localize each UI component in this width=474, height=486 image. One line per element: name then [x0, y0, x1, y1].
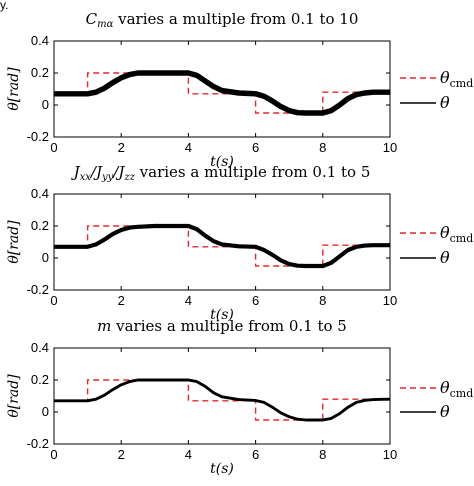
x-tick-label: 0 [50, 293, 57, 308]
x-axis-label: t(s) [210, 461, 234, 477]
y-tick-label: 0 [42, 404, 49, 419]
x-tick-label: 2 [118, 447, 125, 462]
y-tick-label: 0.2 [31, 218, 49, 233]
series-line-theta-cmd [54, 379, 390, 421]
y-axis-label: θ[rad] [6, 220, 22, 264]
legend-label-theta: θ [440, 248, 450, 267]
top-caption-fragment: y. [0, 0, 8, 12]
y-tick-label: -0.2 [27, 436, 49, 451]
y-tick-label: 0.4 [31, 340, 49, 355]
y-axis-label: θ[rad] [6, 67, 22, 111]
chart-title: Cmα​ varies a multiple from 0.1 to 10 [86, 10, 359, 30]
chart-title: Jxx​/Jyy​/Jzz​ varies a multiple from 0.… [71, 163, 371, 183]
series-line-theta [54, 378, 390, 422]
chart-panel-3: 0 2 4 6 8 10-0.200.20.4t(s)θ[rad]m varies a m… [6, 317, 473, 477]
x-tick-label: 8 [319, 447, 326, 462]
y-tick-label: 0.4 [31, 186, 49, 201]
y-tick-label: -0.2 [27, 282, 49, 297]
y-tick-label: -0.2 [27, 129, 49, 144]
x-tick-label: 2 [118, 140, 125, 155]
x-tick-label: 4 [185, 140, 192, 155]
x-tick-label: 2 [118, 293, 125, 308]
legend-label-theta-cmd: θcmd [440, 68, 473, 90]
x-tick-label: 0 [50, 140, 57, 155]
axes-box [53, 40, 391, 138]
y-tick-label: 0.4 [31, 33, 49, 48]
legend-label-theta: θ [440, 93, 450, 112]
x-tick-label: 6 [252, 447, 259, 462]
x-tick-label: 4 [185, 293, 192, 308]
y-tick-label: 0 [42, 250, 49, 265]
x-axis-label: t(s) [210, 307, 234, 323]
legend-label-theta-cmd: θcmd [440, 223, 473, 245]
series-line-theta-cmd [54, 72, 390, 114]
legend-label-theta: θ [440, 402, 450, 421]
axes-box [53, 193, 391, 291]
y-tick-label: 0.2 [31, 65, 49, 80]
axes-box [53, 347, 391, 445]
chart-panel-2: 0246810-0.200.20.4t(s)θ[rad]Jxx​/Jyy​/Jz… [6, 163, 473, 323]
x-tick-label: 8 [319, 140, 326, 155]
series-line-theta [54, 70, 390, 116]
x-tick-label: 4 [185, 447, 192, 462]
y-tick-label: 0.2 [31, 372, 49, 387]
chart-title: m varies a multiple from 0.1 to 5 [97, 317, 347, 335]
x-tick-label: 10 [383, 140, 397, 155]
x-tick-label: 6 [252, 140, 259, 155]
y-tick-label: 0 [42, 97, 49, 112]
x-tick-label: 10 [383, 293, 397, 308]
legend-label-theta-cmd: θcmd [440, 378, 473, 400]
y-axis-label: θ[rad] [6, 374, 22, 418]
series-line-theta-cmd [54, 225, 390, 267]
x-axis-label: t(s) [210, 154, 234, 170]
series-line-theta [54, 223, 390, 269]
x-tick-label: 0 [50, 447, 57, 462]
x-tick-label: 10 [383, 447, 397, 462]
x-tick-label: 8 [319, 293, 326, 308]
x-tick-label: 6 [252, 293, 259, 308]
